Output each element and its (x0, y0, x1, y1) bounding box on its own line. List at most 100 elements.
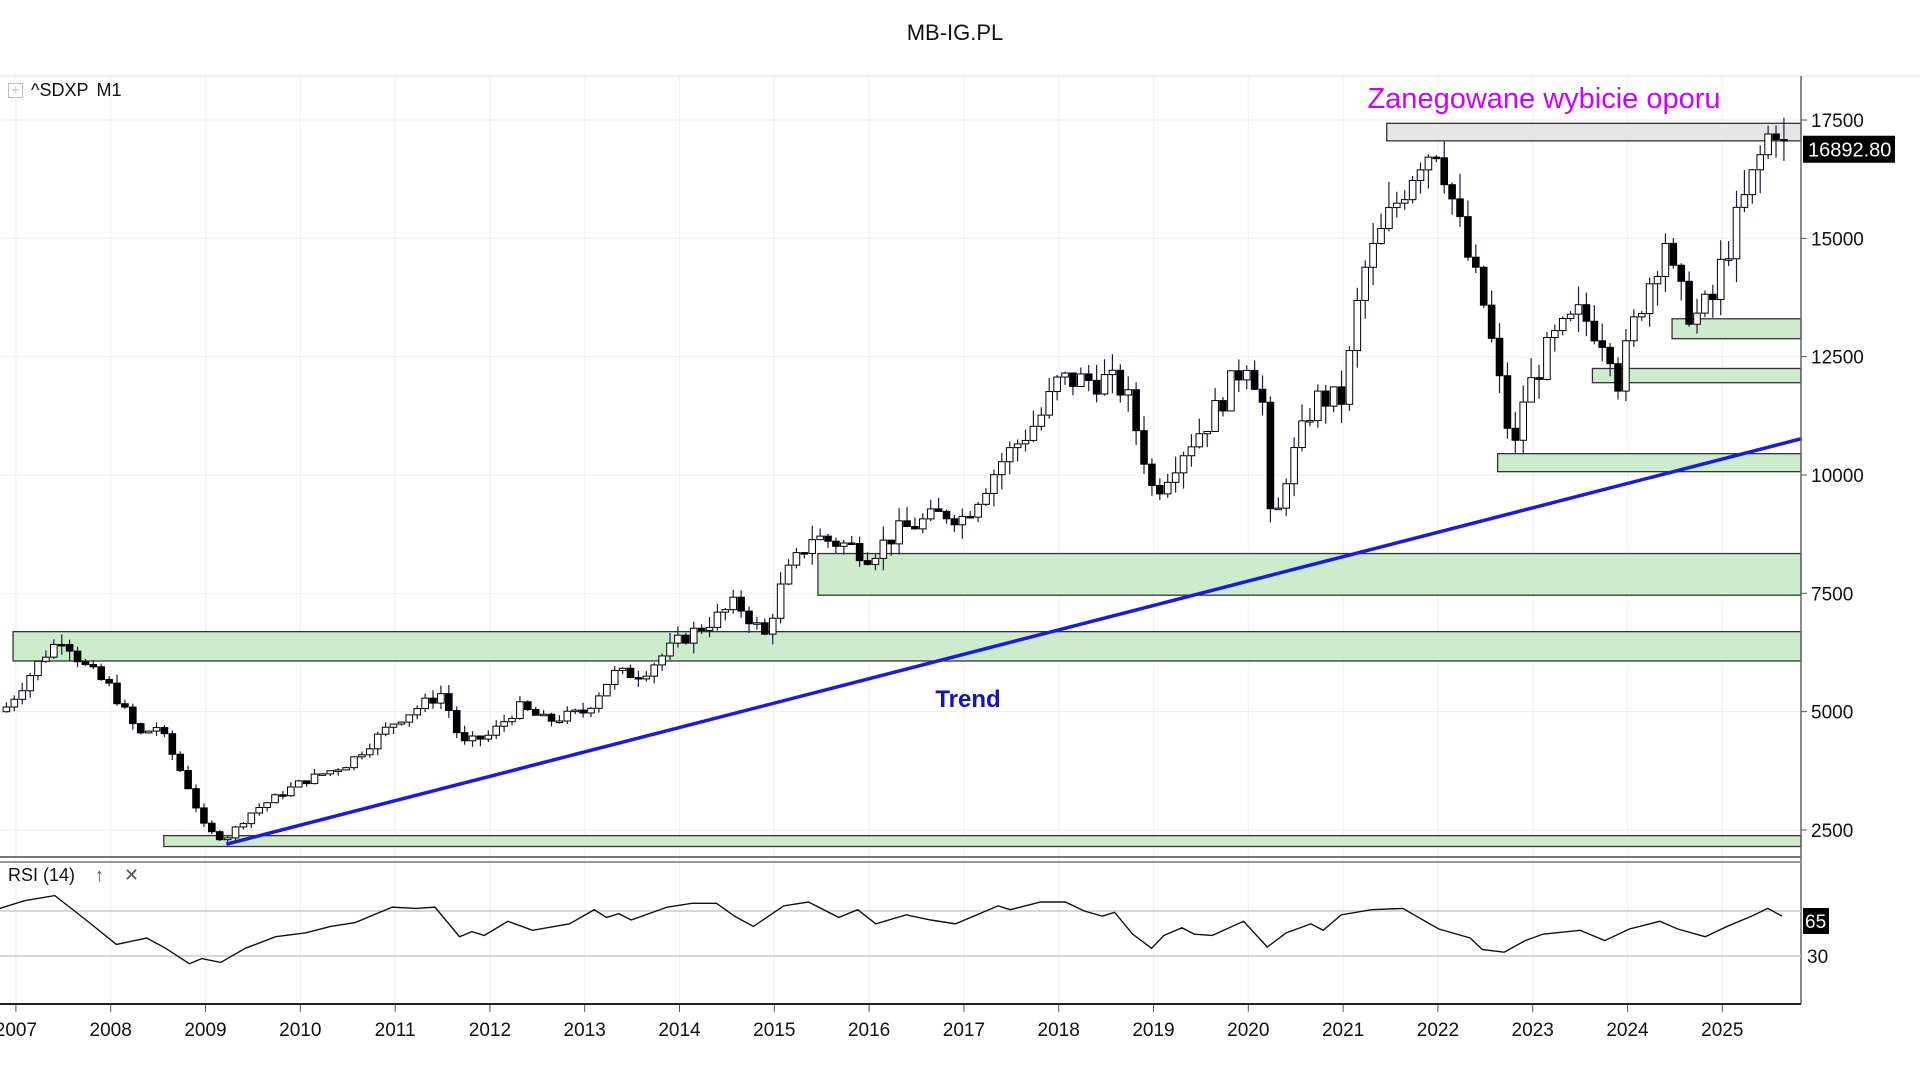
candle-up (2, 706, 11, 713)
candle-down (524, 701, 532, 711)
candle-up (263, 802, 271, 809)
symbol-label: ^SDXP (31, 80, 89, 100)
candle-up (1574, 304, 1583, 315)
candle-down (1487, 304, 1496, 339)
y-tick-label: 5000 (1811, 703, 1853, 724)
candle-down (1495, 337, 1504, 377)
candle-up (255, 807, 264, 814)
candle-up (1661, 242, 1670, 277)
candle-down (1258, 388, 1267, 403)
x-tick-label: 2017 (943, 1020, 985, 1041)
candle-down (547, 713, 556, 722)
candle-up (776, 583, 785, 619)
support-zone (163, 834, 1802, 848)
candle-down (887, 539, 896, 545)
candle-up (421, 697, 429, 710)
candle-down (1440, 157, 1449, 186)
candle-down (279, 794, 287, 797)
candle-up (1716, 258, 1725, 301)
candle-down (168, 733, 177, 755)
candle-down (113, 682, 121, 705)
candle-up (437, 693, 445, 704)
candle-up (42, 656, 50, 662)
x-tick-label: 2024 (1606, 1020, 1649, 1041)
candle-up (1211, 400, 1219, 433)
candle-down (634, 677, 643, 680)
candle-up (1329, 386, 1338, 407)
candle-up (1045, 391, 1054, 416)
candle-down (200, 807, 208, 824)
y-tick-label: 7500 (1811, 584, 1853, 605)
candle-up (1061, 372, 1069, 378)
candle-down (81, 661, 90, 666)
candle-up (1179, 455, 1188, 474)
candle-down (626, 667, 635, 679)
candle-down (160, 727, 169, 735)
x-tick-label: 2021 (1322, 1020, 1364, 1041)
arrow-up-icon[interactable]: ↑ (95, 865, 105, 885)
candle-up (310, 773, 319, 785)
x-tick-label: 2018 (1038, 1020, 1080, 1041)
x-tick-label: 2022 (1417, 1020, 1459, 1041)
candle-up (808, 539, 817, 554)
candle-up (1053, 376, 1061, 393)
candle-down (1709, 293, 1717, 301)
candle-down (1069, 372, 1077, 387)
candle-up (926, 508, 935, 520)
candle-up (1551, 330, 1559, 338)
interval-label[interactable]: M1 (96, 80, 122, 100)
candle-up (34, 660, 42, 677)
candle-up (563, 710, 572, 722)
candle-up (389, 723, 398, 728)
candle-up (1732, 206, 1741, 260)
candle-up (342, 767, 350, 771)
candle-down (1479, 266, 1488, 306)
candle-up (689, 627, 698, 644)
candle-up (784, 564, 793, 585)
candle-up (1100, 374, 1109, 395)
x-tick-label: 2020 (1227, 1020, 1269, 1041)
rsi-value-box (1803, 908, 1829, 934)
close-icon[interactable]: ✕ (124, 865, 140, 885)
candle-up (1377, 228, 1385, 245)
candle-up (642, 675, 651, 680)
candle-up (287, 786, 295, 797)
candle-down (682, 634, 690, 644)
candle-up (326, 770, 335, 775)
candle-up (492, 725, 501, 736)
candle-up (1203, 431, 1212, 435)
candle-down (445, 693, 453, 712)
candle-up (381, 726, 390, 735)
support-zone (12, 630, 1802, 662)
candle-down (1448, 184, 1456, 200)
candle-up (1345, 350, 1354, 405)
candle-down (1472, 256, 1480, 268)
candle-up (753, 622, 761, 625)
candle-up (721, 609, 730, 613)
rsi-header: RSI (14) ↑ ✕ (8, 865, 139, 886)
page-title: MB-IG.PL (906, 20, 1004, 45)
x-tick-label: 2025 (1701, 1020, 1743, 1041)
resistance-annotation: Zanegowane wybicie oporu (1367, 83, 1720, 115)
candle-down (1337, 386, 1346, 405)
x-tick-label: 2019 (1132, 1020, 1174, 1041)
candle-up (231, 826, 240, 839)
candle-up (1756, 154, 1765, 171)
candle-up (358, 754, 366, 758)
candle-down (761, 622, 769, 635)
x-tick-label: 2007 (0, 1020, 37, 1041)
candle-up (397, 721, 406, 725)
candle-down (192, 788, 200, 809)
candle-up (1693, 312, 1701, 325)
candle-up (729, 596, 738, 611)
candle-up (1013, 443, 1022, 449)
candle-down (1685, 280, 1693, 325)
candle-down (832, 540, 840, 547)
candle-down (950, 518, 959, 526)
candle-down (1432, 156, 1441, 160)
candle-down (1321, 390, 1330, 407)
candle-down (129, 706, 137, 725)
candle-up (879, 539, 888, 559)
candle-down (1084, 373, 1093, 381)
